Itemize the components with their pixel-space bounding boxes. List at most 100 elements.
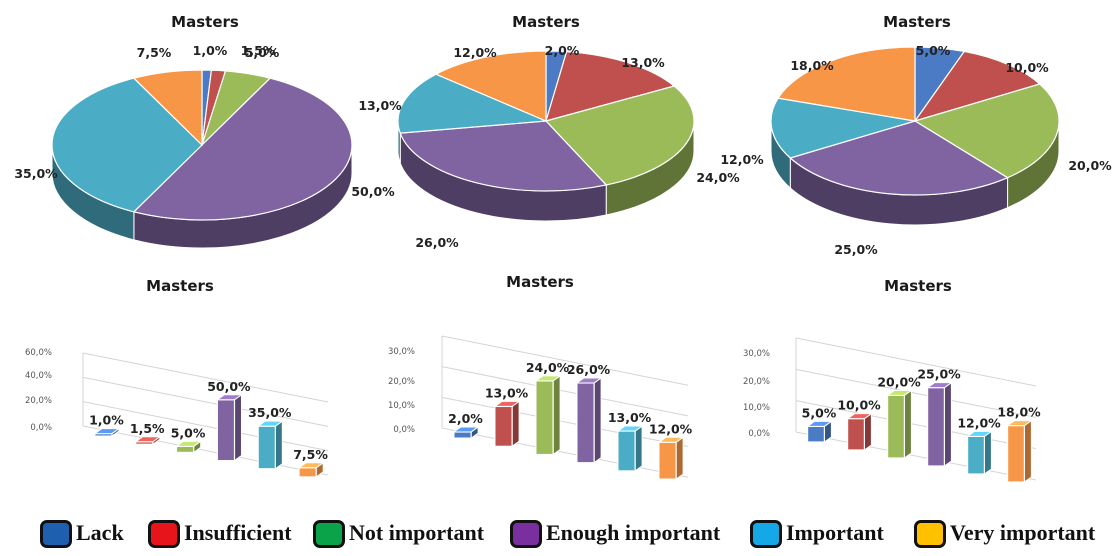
- bar-side-enough-important: [233, 393, 242, 462]
- bar-top-lack: [93, 428, 121, 435]
- bar-very-important: [658, 441, 677, 480]
- bar-insufficient: [846, 418, 865, 451]
- pie-label-lack: 5,0%: [916, 43, 951, 58]
- pie-slice-very-important: [434, 50, 547, 122]
- bar-enough-important: [576, 382, 595, 464]
- pie-label-important: 35,0%: [14, 166, 58, 181]
- bar-top-enough-important: [575, 377, 603, 384]
- bar-very-important: [298, 467, 317, 478]
- y-tick-label: 40,0%: [25, 371, 52, 381]
- bar-label-very-important: 7,5%: [293, 447, 328, 462]
- pie-label-insufficient: 1,5%: [241, 43, 276, 58]
- bar-label-lack: 2,0%: [448, 411, 483, 426]
- legend-swatch-very-important: [914, 520, 946, 548]
- legend-label-not-important: Not important: [349, 520, 485, 545]
- y-tick-label: 60,0%: [25, 348, 52, 358]
- bar-label-enough-important: 26,0%: [567, 362, 611, 377]
- bar-top-enough-important: [926, 382, 953, 389]
- bar-label-insufficient: 1,5%: [130, 421, 165, 436]
- bar-top-not-important: [534, 375, 562, 382]
- y-tick-label: 20,0%: [743, 377, 770, 387]
- chart-title: Masters: [171, 13, 239, 31]
- bar-side-very-important: [1023, 419, 1032, 483]
- bar-top-not-important: [886, 389, 913, 396]
- bar-side-enough-important: [593, 376, 602, 464]
- y-tick-label: 10,0%: [388, 401, 415, 411]
- legend-label-insufficient: Insufficient: [184, 520, 292, 545]
- pie-label-lack: 2,0%: [545, 43, 580, 58]
- bar-top-not-important: [174, 440, 203, 447]
- y-tick-label: 20,0%: [388, 377, 415, 387]
- bar-side-important: [983, 430, 992, 475]
- bar-label-lack: 5,0%: [802, 405, 837, 420]
- legend: Lack Insufficient Not important Enough i…: [0, 512, 1115, 556]
- pie-label-insufficient: 10,0%: [1005, 60, 1049, 75]
- pie-slice-insufficient: [545, 51, 676, 122]
- pie-label-not-important: 20,0%: [1068, 158, 1112, 173]
- pie-label-very-important: 12,0%: [453, 45, 497, 60]
- bar-label-important: 12,0%: [957, 415, 1001, 430]
- pie-slice-enough-important: [789, 120, 1009, 196]
- chart-title: Masters: [884, 277, 952, 295]
- bar-label-insufficient: 10,0%: [837, 398, 881, 413]
- bar-side-not-important: [552, 374, 561, 456]
- bar-label-very-important: 18,0%: [997, 405, 1041, 420]
- bar-side-important: [274, 420, 283, 470]
- bar-top-very-important: [297, 462, 325, 469]
- bar-top-important: [256, 420, 284, 427]
- bar-label-enough-important: 25,0%: [917, 367, 961, 382]
- gridline: [795, 337, 1037, 387]
- chart-title: Masters: [146, 277, 214, 295]
- bar-top-enough-important: [215, 394, 244, 401]
- bar-top-insufficient: [846, 413, 873, 420]
- gridline: [441, 396, 689, 448]
- bar-top-important: [616, 425, 644, 432]
- pie-slice-insufficient: [913, 50, 1041, 123]
- legend-swatch-not-important: [313, 520, 345, 548]
- pie-slice-very-important: [777, 46, 916, 122]
- pie-label-very-important: 7,5%: [137, 45, 172, 60]
- bar-label-lack: 1,0%: [89, 413, 124, 428]
- y-tick-label: 0,0%: [393, 425, 415, 435]
- pie-label-lack: 1,0%: [193, 43, 228, 58]
- gridline: [441, 366, 689, 417]
- pie-chart-2: Masters 2,0% 13,0% 24,0% 26,0% 13,0% 12,0%: [358, 13, 740, 250]
- legend-swatch-lack: [40, 520, 72, 548]
- y-tick-label: 30,0%: [388, 347, 415, 357]
- bar-enough-important: [216, 399, 236, 462]
- bar-lack: [806, 425, 825, 443]
- pie-label-insufficient: 13,0%: [621, 55, 665, 70]
- pie-label-not-important: 5,0%: [245, 45, 280, 60]
- bar-chart-3: 0,0%10,0%20,0%30,0%5,0%10,0%20,0%25,0%12…: [743, 277, 1041, 483]
- bar-top-lack: [452, 426, 480, 433]
- bar-lack: [453, 431, 472, 439]
- bar-top-insufficient: [493, 400, 521, 407]
- bar-top-important: [966, 430, 993, 437]
- pie-slice-enough-important: [132, 77, 353, 221]
- pie-label-important: 12,0%: [720, 152, 764, 167]
- gridline: [795, 431, 1037, 481]
- bar-important: [257, 425, 276, 470]
- bar-side-not-important: [903, 389, 912, 459]
- bar-chart-1: 0,0% 20,0% 40,0% 60,0% 1,0% 1,5% 5,0% 50,0% 35,0…: [25, 277, 329, 478]
- bar-side-important: [634, 425, 643, 472]
- y-tick-label: 20,0%: [25, 396, 52, 406]
- bar-top-insufficient: [134, 436, 162, 443]
- y-tick-label: 10,0%: [743, 403, 770, 413]
- bar-not-important: [535, 380, 554, 456]
- y-tick-label: 0,0%: [748, 429, 770, 439]
- gridline: [82, 425, 329, 476]
- pie-slice-important: [397, 73, 547, 134]
- pie-label-enough-important: 26,0%: [415, 235, 459, 250]
- pie-slice-important: [51, 77, 203, 213]
- pie-slice-enough-important: [399, 120, 608, 192]
- chart-title: Masters: [506, 273, 574, 291]
- gridline: [82, 376, 329, 427]
- pie-slice-not-important: [913, 83, 1060, 179]
- bar-enough-important: [926, 387, 945, 467]
- bar-top-very-important: [657, 436, 685, 443]
- legend-swatch-insufficient: [148, 520, 180, 548]
- bar-label-not-important: 20,0%: [877, 374, 921, 389]
- bar-important: [617, 430, 636, 472]
- bar-not-important: [886, 394, 905, 459]
